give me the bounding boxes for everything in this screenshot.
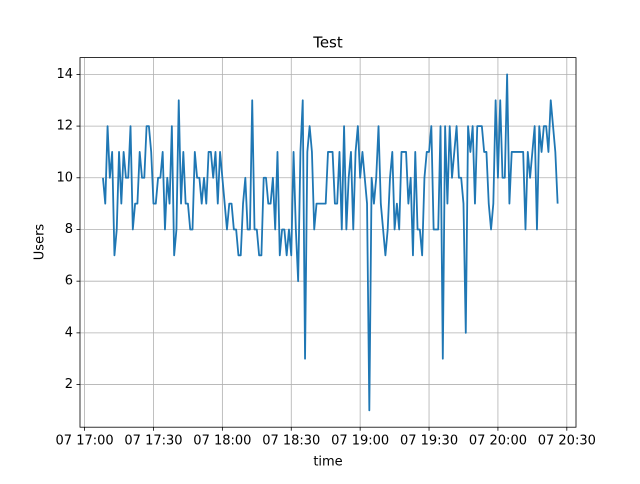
x-tick-label: 07 17:00 bbox=[56, 434, 114, 449]
y-tick-label: 6 bbox=[65, 274, 73, 289]
y-tick-label: 10 bbox=[56, 170, 73, 185]
data-line bbox=[102, 73, 559, 412]
y-tick-label: 8 bbox=[65, 222, 73, 237]
y-tick-label: 14 bbox=[56, 67, 73, 82]
y-tick-label: 12 bbox=[56, 119, 73, 134]
y-tick-label: 4 bbox=[65, 325, 73, 340]
x-tick-label: 07 19:00 bbox=[331, 434, 389, 449]
x-tick-label: 07 20:00 bbox=[469, 434, 527, 449]
x-axis-label: time bbox=[313, 455, 342, 470]
y-axis-label: Users bbox=[33, 224, 48, 261]
plot-frame bbox=[79, 57, 577, 428]
y-tick-label: 2 bbox=[65, 377, 73, 392]
chart-title: Test bbox=[312, 34, 343, 52]
x-tick-label: 07 18:30 bbox=[262, 434, 320, 449]
x-tick-label: 07 19:30 bbox=[400, 434, 458, 449]
x-tick-label: 07 18:00 bbox=[193, 434, 251, 449]
x-tick-label: 07 17:30 bbox=[124, 434, 182, 449]
x-tick-label: 07 20:30 bbox=[538, 434, 596, 449]
